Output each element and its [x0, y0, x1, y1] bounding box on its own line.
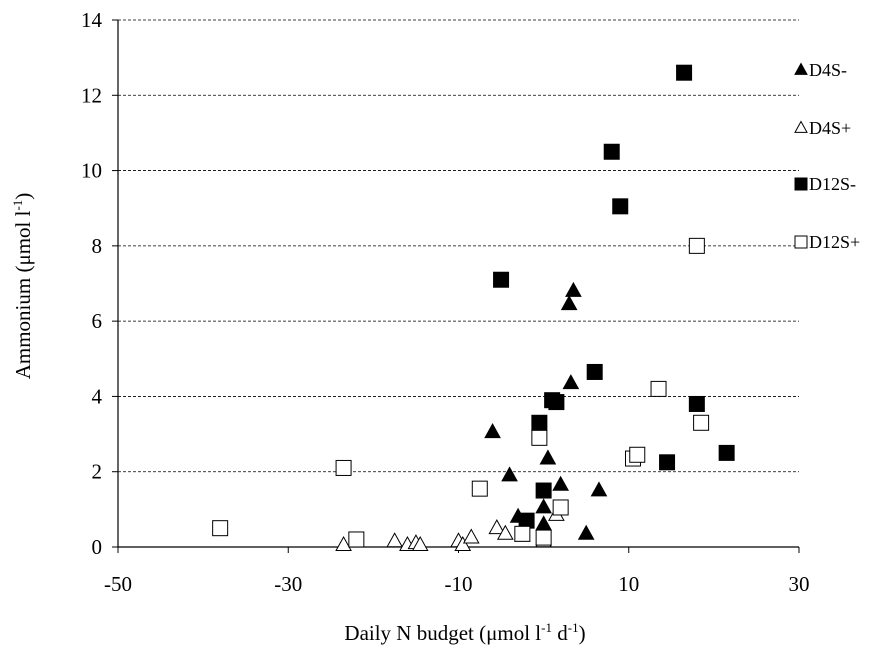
data-point — [539, 449, 557, 465]
data-point — [335, 535, 352, 552]
data-point — [560, 295, 578, 311]
data-point — [562, 374, 580, 390]
data-points — [212, 64, 735, 552]
data-point — [577, 524, 595, 540]
data-point — [688, 395, 705, 412]
legend-marker — [794, 177, 808, 191]
data-point — [612, 198, 629, 215]
legend-marker — [794, 235, 808, 249]
data-point — [348, 531, 365, 548]
data-point — [629, 446, 646, 463]
data-point — [693, 414, 710, 431]
data-point — [590, 481, 608, 497]
data-point — [493, 271, 510, 288]
gridlines — [112, 19, 800, 553]
data-point — [488, 519, 506, 535]
data-point — [603, 143, 620, 160]
data-point — [586, 363, 603, 380]
y-tick-labels: 0 2 4 6 8 10 12 14 — [81, 8, 103, 559]
y-tick-label: 10 — [81, 159, 102, 183]
y-tick-label: 4 — [92, 384, 103, 408]
x-tick-label: -50 — [104, 572, 132, 596]
y-tick-label: 14 — [81, 8, 103, 32]
y-axis-label: Ammonium (μmol l-1) — [10, 193, 35, 380]
data-point — [454, 535, 472, 552]
y-tick-label: 12 — [81, 83, 102, 107]
data-point — [718, 444, 735, 461]
legend-label: D12S+ — [809, 232, 860, 252]
data-point — [535, 515, 552, 531]
data-point — [531, 414, 548, 431]
data-point — [501, 466, 518, 482]
legend: D4S- D4S+ D12S- D12S+ — [794, 60, 860, 252]
legend-item: D12S- — [794, 174, 856, 194]
x-tick-label: -30 — [274, 572, 302, 596]
data-point — [676, 64, 693, 81]
x-tick-label: -10 — [445, 572, 473, 596]
data-point — [659, 454, 676, 471]
legend-marker — [794, 120, 808, 133]
legend-label: D12S- — [809, 174, 856, 194]
data-point — [496, 524, 514, 540]
data-point — [531, 429, 548, 446]
data-point — [484, 423, 501, 439]
data-point — [535, 498, 552, 514]
x-tick-labels: -50 -30 -10 10 30 — [104, 572, 810, 596]
data-point — [335, 459, 352, 476]
data-point — [535, 529, 552, 546]
data-point — [462, 528, 480, 544]
data-point — [386, 532, 404, 548]
legend-item: D4S- — [794, 60, 847, 80]
data-point — [552, 475, 569, 491]
x-tick-label: 10 — [618, 572, 639, 596]
y-tick-label: 0 — [92, 535, 103, 559]
data-point — [688, 237, 705, 254]
data-point — [535, 482, 552, 499]
data-point — [565, 281, 582, 297]
x-axis-label: Daily N budget (μmol l-1 d-1) — [344, 620, 585, 645]
x-tick-label: 30 — [789, 572, 810, 596]
y-tick-label: 6 — [92, 309, 103, 333]
data-point — [411, 535, 429, 552]
data-point — [471, 480, 488, 497]
data-point — [548, 394, 565, 411]
data-point — [552, 499, 569, 516]
legend-item: D12S+ — [794, 232, 860, 252]
data-point — [212, 520, 229, 537]
data-point — [650, 380, 667, 397]
legend-item: D4S+ — [794, 118, 851, 138]
legend-marker — [794, 62, 808, 75]
y-tick-label: 8 — [92, 234, 103, 258]
legend-label: D4S+ — [809, 118, 851, 138]
data-point — [514, 525, 531, 542]
legend-label: D4S- — [809, 60, 847, 80]
y-tick-label: 2 — [92, 460, 103, 484]
axes — [117, 20, 799, 548]
